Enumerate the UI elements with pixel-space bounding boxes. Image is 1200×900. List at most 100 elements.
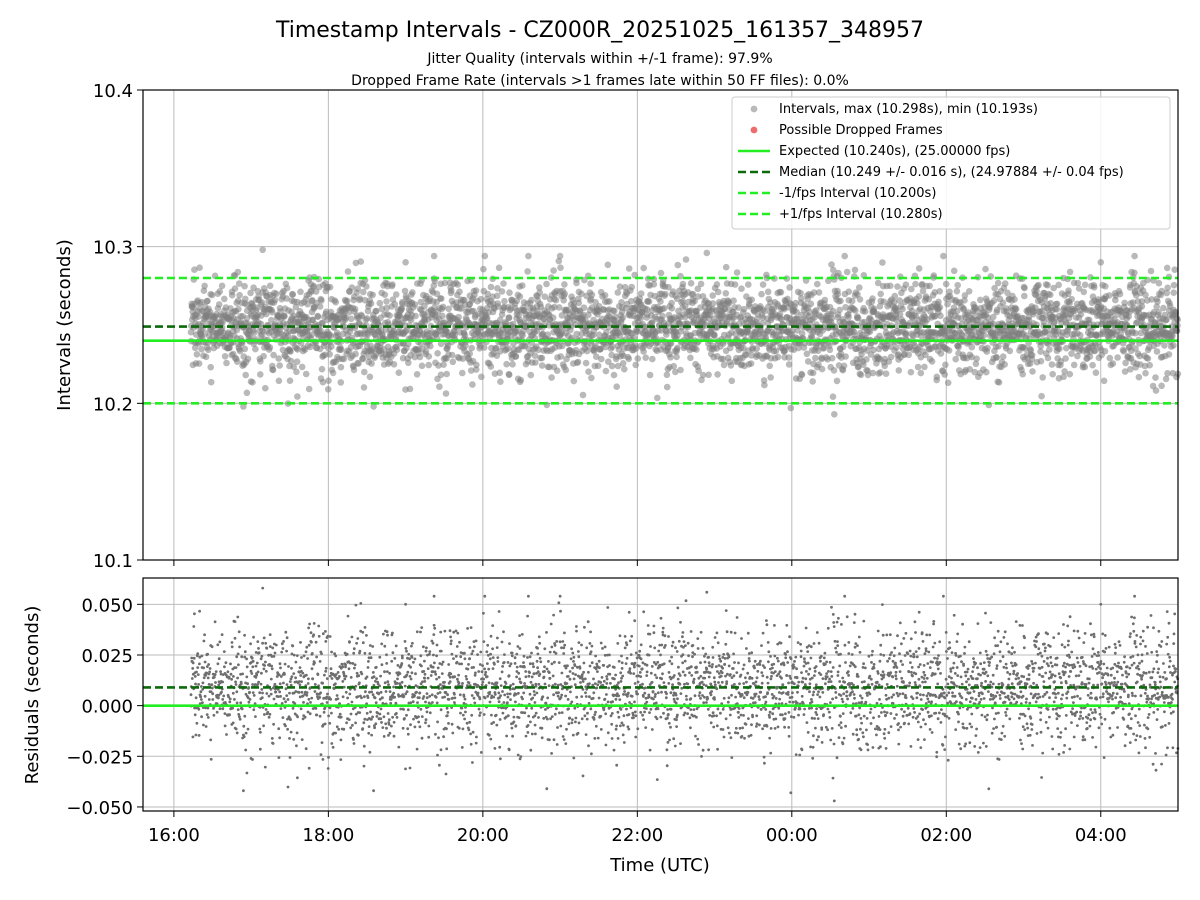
residual-point — [216, 662, 220, 666]
interval-point — [604, 261, 612, 269]
interval-point — [845, 288, 853, 296]
interval-point — [854, 291, 861, 298]
residual-point — [413, 694, 416, 697]
interval-point — [361, 368, 368, 376]
residual-point — [308, 622, 311, 626]
interval-point — [815, 289, 823, 296]
residual-point — [367, 731, 371, 735]
interval-point — [543, 280, 550, 288]
residual-point — [403, 717, 406, 720]
interval-point — [848, 297, 856, 305]
interval-point — [1102, 283, 1109, 290]
residual-point — [324, 630, 327, 633]
residual-point — [307, 677, 310, 681]
interval-point — [506, 289, 513, 297]
residual-point — [278, 682, 282, 686]
residual-point — [207, 683, 211, 686]
residual-point — [334, 673, 338, 676]
interval-point — [570, 300, 578, 307]
interval-point — [373, 307, 380, 315]
interval-point — [532, 359, 539, 366]
legend-label-dropped: Possible Dropped Frames — [779, 123, 943, 138]
interval-point — [441, 279, 449, 287]
interval-point — [842, 353, 849, 360]
residual-point — [254, 664, 258, 668]
residual-point — [192, 656, 196, 660]
interval-point — [836, 306, 843, 314]
interval-point — [740, 344, 747, 352]
interval-point — [709, 292, 716, 299]
interval-point — [1160, 304, 1167, 312]
interval-point — [448, 351, 456, 359]
residual-point — [264, 641, 268, 645]
residual-point — [223, 665, 226, 669]
interval-point — [602, 367, 610, 375]
interval-point — [887, 282, 894, 290]
residual-point — [402, 708, 405, 711]
interval-point — [1089, 361, 1096, 369]
interval-point — [327, 332, 335, 340]
residual-point — [413, 657, 417, 661]
interval-point — [720, 361, 728, 369]
interval-point — [588, 374, 595, 382]
interval-point — [1070, 361, 1078, 369]
residual-point — [368, 644, 372, 647]
interval-point — [609, 343, 616, 351]
interval-point — [573, 330, 580, 338]
interval-point — [281, 313, 288, 320]
residual-point — [218, 707, 222, 711]
residual-point — [210, 683, 214, 686]
interval-point — [306, 323, 314, 331]
interval-point — [531, 352, 539, 360]
interval-point — [435, 362, 442, 369]
residual-point — [206, 652, 210, 656]
interval-point — [558, 342, 566, 350]
residual-point — [378, 712, 382, 716]
residual-point — [281, 647, 285, 650]
interval-point — [422, 348, 430, 355]
interval-point — [1004, 289, 1011, 297]
residual-point — [232, 675, 235, 678]
interval-point — [952, 355, 959, 363]
residual-point — [277, 756, 281, 759]
interval-point — [557, 353, 565, 360]
residual-point — [411, 700, 415, 704]
residual-point — [368, 652, 372, 655]
interval-point — [528, 296, 535, 304]
residual-point — [247, 700, 251, 704]
residual-point — [415, 630, 419, 634]
interval-point — [851, 266, 859, 274]
interval-point — [368, 360, 375, 367]
interval-point — [895, 367, 903, 374]
interval-point — [657, 269, 665, 277]
residual-point — [228, 697, 232, 701]
interval-point — [914, 363, 922, 371]
residual-point — [261, 641, 264, 645]
interval-point — [342, 314, 350, 322]
interval-point — [659, 312, 666, 320]
residual-point — [338, 712, 342, 716]
interval-point — [1170, 289, 1177, 297]
intervals-y-tick-label: 10.2 — [93, 394, 133, 415]
residuals-points — [189, 586, 1180, 803]
interval-point — [862, 308, 869, 315]
residual-point — [207, 698, 211, 701]
interval-point — [383, 304, 391, 312]
residual-point — [258, 747, 262, 751]
interval-point — [1097, 259, 1105, 266]
interval-point — [541, 293, 549, 301]
interval-point — [344, 268, 352, 275]
residual-point — [205, 713, 209, 716]
residual-point — [290, 666, 293, 670]
residual-point — [252, 708, 256, 712]
residual-point — [282, 697, 286, 701]
interval-point — [561, 290, 568, 298]
interval-point — [999, 353, 1007, 360]
interval-point — [614, 289, 622, 296]
interval-point — [386, 312, 393, 319]
residual-point — [385, 653, 388, 657]
residual-point — [308, 712, 312, 716]
interval-point — [611, 307, 618, 315]
residual-point — [306, 682, 310, 685]
residual-point — [286, 785, 290, 789]
